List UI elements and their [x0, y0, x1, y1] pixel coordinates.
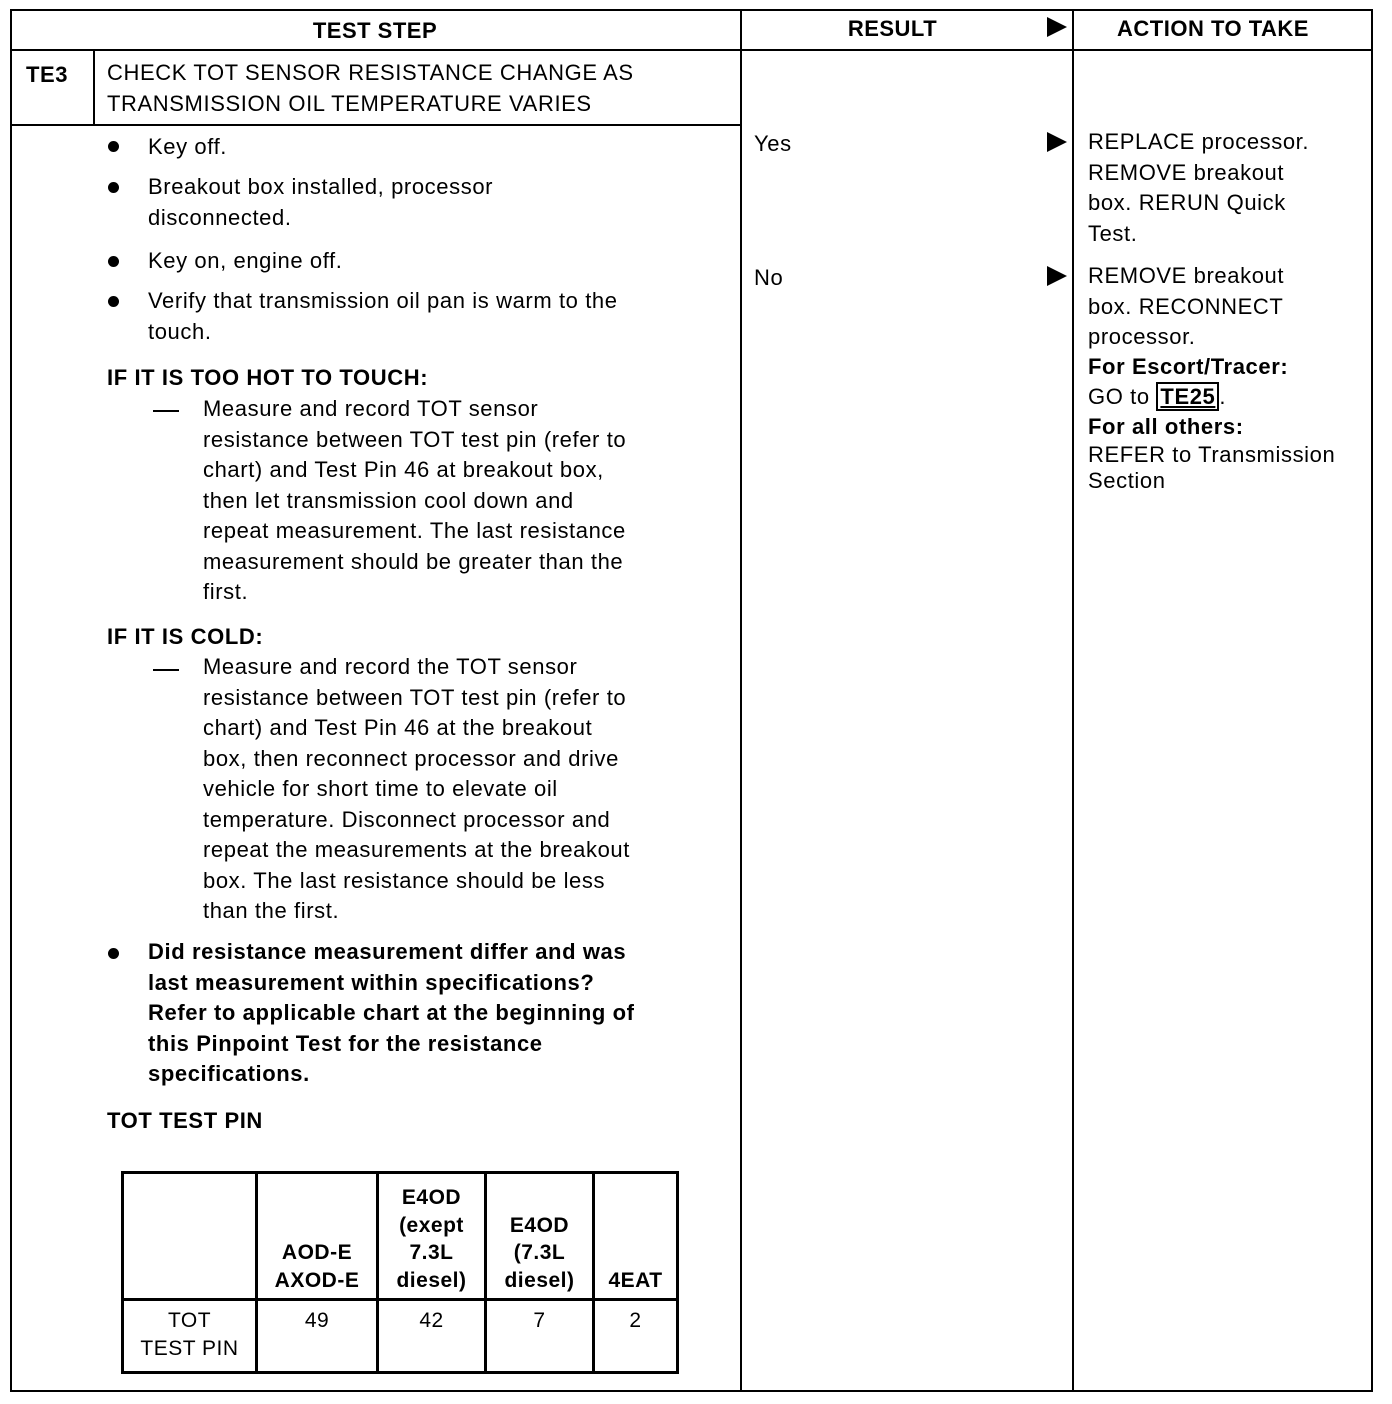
escort-heading: For Escort/Tracer: [1088, 354, 1289, 379]
bullet-key-off: Key off. [148, 134, 227, 159]
bullet-icon [108, 182, 119, 193]
right-border [1371, 9, 1373, 1392]
others-action: REFER to Transmission Section [1088, 442, 1336, 493]
table-header-row: AOD-E AXOD-E E4OD (exept 7.3L diesel) E4OD (7… [121, 1171, 679, 1301]
goto-te25-link[interactable]: TE25 [1156, 382, 1220, 411]
bullet-icon [108, 948, 119, 959]
table-header-cell [121, 1171, 258, 1301]
result-column-divider [740, 9, 742, 1392]
table-header-cell: AOD-E AXOD-E [255, 1171, 379, 1301]
cold-instructions: Measure and record the TOT sensor resista… [203, 654, 630, 923]
left-border [10, 9, 12, 1392]
goto-line: GO to TE25. [1088, 382, 1226, 413]
table-header-cell: E4OD (7.3L diesel) [484, 1171, 595, 1301]
bullet-verify: Verify that transmission oil pan is warm… [148, 288, 618, 344]
result-arrow-icon [1047, 132, 1067, 152]
table-cell: 2 [592, 1298, 679, 1374]
result-no: No [754, 265, 784, 290]
header-bottom-border [10, 49, 1373, 51]
step-title: CHECK TOT SENSOR RESISTANCE CHANGE AS TRA… [107, 60, 634, 116]
dash-icon [153, 410, 179, 412]
bullet-icon [108, 256, 119, 267]
goto-prefix: GO to [1088, 384, 1150, 409]
hot-instructions: Measure and record TOT sensor resistance … [203, 396, 627, 604]
step-title-bottom-border [10, 124, 740, 126]
header-action: ACTION TO TAKE [1117, 16, 1309, 41]
table-header-cell: E4OD (exept 7.3L diesel) [376, 1171, 487, 1301]
table-cell: TOT TEST PIN [121, 1298, 258, 1374]
others-heading: For all others: [1088, 414, 1244, 439]
table-cell: 7 [484, 1298, 595, 1374]
header-test-step: TEST STEP [312, 18, 438, 43]
bullet-breakout: Breakout box installed, processor disconn… [148, 174, 494, 230]
table-header-cell: 4EAT [592, 1171, 679, 1301]
goto-suffix: . [1219, 384, 1227, 409]
table-row: TOT TEST PIN 49 42 7 2 [121, 1298, 679, 1374]
action-column-divider [1072, 9, 1074, 1392]
result-yes: Yes [754, 131, 792, 156]
dash-icon [153, 669, 179, 671]
action-yes: REPLACE processor. REMOVE breakout box. RE… [1088, 129, 1310, 246]
cold-heading: IF IT IS COLD: [107, 624, 264, 649]
question-text: Did resistance measurement differ and wa… [148, 939, 635, 1086]
table-cell: 49 [255, 1298, 379, 1374]
bullet-key-on: Key on, engine off. [148, 248, 343, 273]
action-no: REMOVE breakout box. RECONNECT processor. [1088, 263, 1285, 349]
step-id: TE3 [26, 62, 69, 87]
bullet-icon [108, 296, 119, 307]
header-result: RESULT [847, 16, 938, 41]
header-arrow-icon [1047, 17, 1067, 37]
tot-test-pin-table: AOD-E AXOD-E E4OD (exept 7.3L diesel) E4OD (7… [121, 1171, 679, 1374]
hot-heading: IF IT IS TOO HOT TO TOUCH: [107, 365, 429, 390]
table-top-border [10, 9, 1373, 11]
table-cell: 42 [376, 1298, 487, 1374]
result-arrow-icon [1047, 266, 1067, 286]
pin-table-title: TOT TEST PIN [107, 1108, 263, 1133]
bullet-icon [108, 141, 119, 152]
table-bottom-border [10, 1390, 1373, 1392]
step-id-divider [93, 49, 95, 125]
